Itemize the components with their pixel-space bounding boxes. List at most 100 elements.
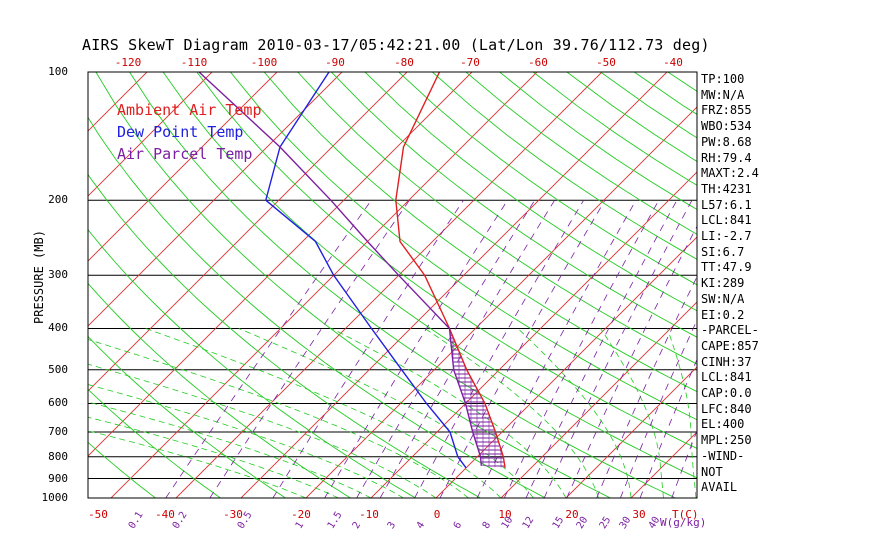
pressure-tick-label: 400 xyxy=(48,321,68,334)
index-entry: EI:0.2 xyxy=(701,308,745,322)
pressure-tick-label: 500 xyxy=(48,363,68,376)
moist-adiabat-line xyxy=(88,338,469,498)
top-temp-tick-label: -120 xyxy=(114,56,142,69)
pressure-tick-label: 100 xyxy=(48,65,68,78)
dry-adiabat-line xyxy=(802,72,870,498)
index-entry: L57:6.1 xyxy=(701,198,752,212)
mixing-ratio-line xyxy=(503,200,660,498)
temperature-unit: T(C) xyxy=(672,508,699,521)
mixing-ratio-line xyxy=(671,429,697,498)
mixing-ratio-line xyxy=(324,199,508,498)
index-entry: MW:N/A xyxy=(701,88,745,102)
bottom-temp-tick-label: 10 xyxy=(498,508,512,521)
parcel-profile xyxy=(198,72,482,466)
dry-adiabat-line xyxy=(432,72,697,260)
bottom-temp-tick-label: 0 xyxy=(433,508,441,521)
isotherm-line xyxy=(500,301,697,498)
mixing-ratio-line xyxy=(356,199,536,498)
dry-adiabat-line xyxy=(88,335,286,498)
isotherm-line xyxy=(88,72,473,457)
index-entry: -WIND- xyxy=(701,449,745,463)
isotherm-line xyxy=(88,72,408,392)
dry-adiabat-line xyxy=(230,72,697,421)
index-entry: NOT xyxy=(701,465,723,479)
index-entry: LCL:841 xyxy=(701,370,752,384)
isotherm-line xyxy=(761,72,870,498)
index-entry: FRZ:855 xyxy=(701,103,752,117)
index-entry: PW:8.68 xyxy=(701,135,752,149)
moist-adiabat-line xyxy=(88,430,307,498)
bottom-temp-tick-label: -10 xyxy=(359,508,379,521)
top-temp-tick-label: -90 xyxy=(325,56,345,69)
index-entry: SI:6.7 xyxy=(701,245,745,259)
top-temp-tick-label: -100 xyxy=(250,56,278,69)
pressure-tick-label: 600 xyxy=(48,396,68,409)
isotherm-line xyxy=(110,72,538,498)
dewpoint-profile xyxy=(265,72,467,469)
mixing-ratio-line xyxy=(566,225,697,498)
pressure-tick-label: 1000 xyxy=(41,491,69,504)
bottom-temp-tick-label: 30 xyxy=(632,508,646,521)
index-entry: WBO:534 xyxy=(701,119,752,133)
moist-adiabat-line xyxy=(600,328,664,498)
mixing-ratio-line xyxy=(272,199,464,498)
isotherm-line xyxy=(0,72,17,498)
index-entry: CAPE:857 xyxy=(701,339,759,353)
mixing-ratio-line xyxy=(379,199,555,498)
dry-adiabat-line xyxy=(633,72,697,115)
plot-area xyxy=(0,72,870,498)
index-entry: TP:100 xyxy=(701,72,745,86)
dry-adiabat-line xyxy=(836,72,870,498)
chart-title: AIRS SkewT Diagram 2010-03-17/05:42:21.0… xyxy=(82,36,710,54)
top-temp-tick-label: -40 xyxy=(663,56,683,69)
index-entry: LCL:841 xyxy=(701,213,752,227)
mixing-ratio-line xyxy=(525,200,678,498)
isotherm-line xyxy=(435,236,697,498)
isotherm-line xyxy=(565,366,697,498)
mixing-ratio-line xyxy=(543,200,693,498)
moist-adiabat-line xyxy=(145,328,502,498)
moist-adiabat-line xyxy=(88,384,404,498)
index-entry: SW:N/A xyxy=(701,292,745,306)
mixing-ratio-unit: W(g/kg) xyxy=(660,516,707,529)
dry-adiabat-line xyxy=(88,441,156,498)
index-entry: AVAIL xyxy=(701,480,738,494)
isotherm-line xyxy=(88,72,278,262)
moist-adiabat-line xyxy=(238,328,534,498)
bottom-temp-tick-label: -50 xyxy=(88,508,108,521)
mixing-ratio-line xyxy=(639,358,697,498)
moist-adiabat-line xyxy=(331,328,567,498)
bottom-temp-tick-label: -40 xyxy=(155,508,175,521)
isotherm-line xyxy=(826,72,870,498)
dry-adiabat-line xyxy=(263,72,697,393)
top-temp-tick-label: -110 xyxy=(180,56,208,69)
isotherm-line xyxy=(305,106,697,498)
mixing-ratio-line xyxy=(209,199,410,498)
index-entry: MAXT:2.4 xyxy=(701,166,759,180)
isotherm-line xyxy=(175,72,603,498)
legend-parcel: Air Parcel Temp xyxy=(117,145,253,163)
legend-dewpoint: Dew Point Temp xyxy=(117,123,244,141)
pressure-tick-label: 900 xyxy=(48,472,68,485)
bottom-temp-tick-label: -30 xyxy=(223,508,243,521)
top-temp-tick-label: -50 xyxy=(596,56,616,69)
isotherm-line xyxy=(88,72,343,327)
legend-ambient: Ambient Air Temp xyxy=(117,101,262,119)
index-entry: MPL:250 xyxy=(701,433,752,447)
mixing-ratio-line xyxy=(620,319,697,498)
index-entry: LI:-2.7 xyxy=(701,229,752,243)
moist-adiabat-line xyxy=(88,416,339,498)
bottom-temp-tick-label: 20 xyxy=(565,508,579,521)
mixing-ratio-line xyxy=(476,200,637,498)
index-entry: TT:47.9 xyxy=(701,260,752,274)
top-temp-tick-label: -80 xyxy=(394,56,414,69)
index-entry: CINH:37 xyxy=(701,355,752,369)
dry-adiabat-line xyxy=(398,72,697,286)
index-entry: KI:289 xyxy=(701,276,745,290)
pressure-tick-label: 800 xyxy=(48,450,68,463)
moist-adiabat-line xyxy=(88,363,437,498)
index-entry: EL:400 xyxy=(701,417,745,431)
dry-adiabat-line xyxy=(331,72,697,338)
